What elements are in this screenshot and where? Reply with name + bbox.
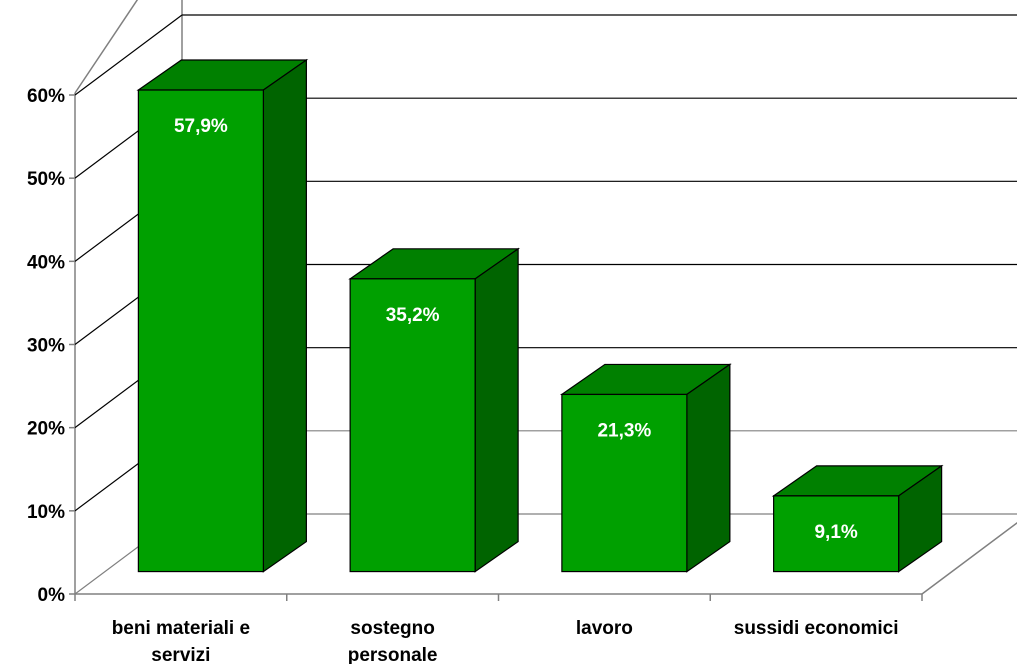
- bar-side-2: [687, 364, 730, 571]
- y-axis: 0% 10% 20% 30% 40% 50% 60%: [27, 86, 75, 606]
- bars: [138, 60, 941, 572]
- y-tick-label-3: 30%: [27, 336, 65, 357]
- x-tick-label-1: sostegno personale: [348, 618, 438, 664]
- data-label-3: 9,1%: [814, 522, 857, 543]
- x-tick-label-line: sussidi economici: [734, 618, 899, 639]
- x-tick-label-line: servizi: [151, 645, 210, 664]
- x-tick-label-2: lavoro: [576, 618, 633, 639]
- x-axis: beni materiali e servizi sostegno personale…: [75, 594, 922, 664]
- x-tick-label-line: beni materiali e: [112, 618, 250, 639]
- y-tick-label-1: 10%: [27, 502, 65, 523]
- data-label-0: 57,9%: [174, 116, 228, 137]
- bar-side-0: [263, 60, 306, 572]
- data-label-2: 21,3%: [597, 420, 651, 441]
- data-label-1: 35,2%: [386, 305, 440, 326]
- y-tick-label-0: 0%: [38, 585, 66, 606]
- x-tick-label-line: personale: [348, 645, 438, 664]
- y-tick-label-2: 20%: [27, 419, 65, 440]
- x-tick-label-0: beni materiali e servizi: [112, 618, 250, 664]
- y-tick-label-6: 60%: [27, 86, 65, 107]
- x-tick-label-3: sussidi economici: [734, 618, 899, 639]
- bar-side-1: [475, 249, 518, 572]
- y-tick-label-5: 50%: [27, 169, 65, 190]
- x-tick-label-line: lavoro: [576, 618, 633, 639]
- x-tick-label-line: sostegno: [350, 618, 434, 639]
- bar-0: [138, 90, 263, 572]
- y-tick-label-4: 40%: [27, 252, 65, 273]
